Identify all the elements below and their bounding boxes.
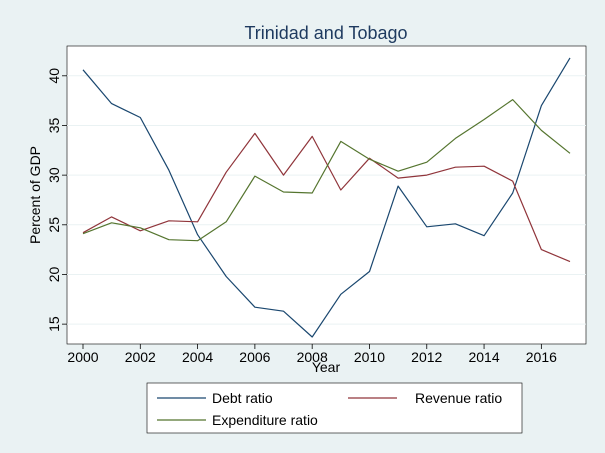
x-tick-label: 2000	[67, 349, 98, 365]
axes: 15 20 25 30 35 40 2000 2002 2004 2006 2008 2010 2012…	[46, 68, 557, 365]
series-lines	[82, 57, 571, 338]
x-tick-label: 2012	[411, 349, 442, 365]
plot-background	[66, 45, 587, 345]
legend-label-debt: Debt ratio	[212, 390, 273, 406]
legend-label-revenue: Revenue ratio	[415, 390, 502, 406]
revenue-ratio-line	[82, 132, 571, 263]
legend-label-expenditure: Expenditure ratio	[212, 412, 318, 428]
y-tick-label: 15	[46, 316, 62, 332]
y-tick-label: 40	[46, 68, 62, 84]
legend: Debt ratio Revenue ratio Expenditure rat…	[146, 382, 523, 434]
x-tick-label: 2004	[182, 349, 213, 365]
x-tick-label: 2002	[125, 349, 156, 365]
y-axis-label: Percent of GDP	[27, 146, 43, 244]
y-tick-label: 20	[46, 266, 62, 282]
legend-box	[146, 382, 523, 434]
y-tick-label: 30	[46, 167, 62, 183]
x-axis-label: Year	[312, 359, 341, 375]
x-tick-label: 2014	[468, 349, 499, 365]
debt-ratio-line	[82, 57, 571, 338]
y-tick-label: 35	[46, 117, 62, 133]
y-tick-label: 25	[46, 217, 62, 233]
grid-lines	[67, 75, 586, 325]
chart-title: Trinidad and Tobago	[244, 23, 407, 43]
expenditure-ratio-line	[82, 98, 571, 242]
x-tick-label: 2006	[239, 349, 270, 365]
x-tick-label: 2008	[297, 349, 328, 365]
x-tick-label: 2010	[354, 349, 385, 365]
x-tick-label: 2016	[526, 349, 557, 365]
